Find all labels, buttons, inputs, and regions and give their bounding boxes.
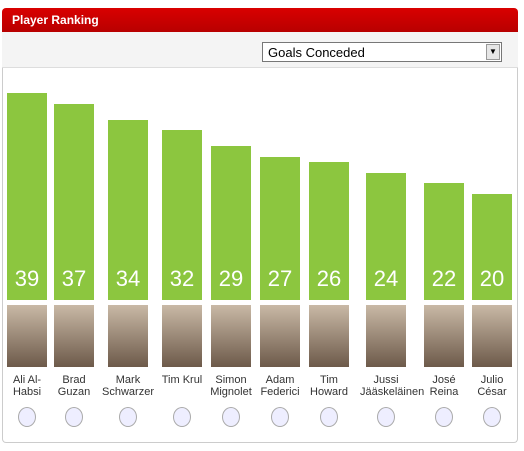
header-title: Player Ranking [2,8,518,32]
club-badge [222,407,240,427]
value-label: 26 [316,266,342,291]
player-name[interactable]: Brad Guzan [57,374,91,398]
club-badge [377,407,395,427]
club-badge [320,407,338,427]
metric-select[interactable]: Goals Conceded ▼ [262,42,502,62]
player-photo[interactable] [366,305,406,367]
value-label: 24 [373,266,399,291]
bar[interactable] [211,146,251,300]
player-name[interactable]: Mark Schwarzer [102,374,154,398]
player-name[interactable]: Adam Federici [260,374,300,398]
club-badge [271,407,289,427]
value-label: 27 [267,266,293,291]
bar[interactable] [162,130,202,300]
player-photo[interactable] [309,305,349,367]
player-name[interactable]: Tim Howard [310,374,348,398]
select-arrow[interactable]: ▼ [486,44,500,60]
metric-label: Goals Conceded [268,45,365,60]
bar[interactable] [309,162,349,300]
value-label: 39 [14,266,40,291]
player-photo[interactable] [7,305,47,367]
player-name[interactable]: Tim Krul [161,374,203,386]
player-name[interactable]: Ali Al-Habsi [12,374,42,398]
bar[interactable] [424,183,464,300]
player-photo[interactable] [108,305,148,367]
player-photo[interactable] [211,305,251,367]
club-badge [435,407,453,427]
club-badge [173,407,191,427]
club-badge [483,407,501,427]
value-label: 20 [479,266,505,291]
bar[interactable] [108,119,148,300]
player-photo[interactable] [424,305,464,367]
club-badge [119,407,137,427]
bar[interactable] [366,172,406,300]
club-badge [18,407,36,427]
player-name[interactable]: José Reina [429,374,459,398]
player-photo[interactable] [54,305,94,367]
club-badge [65,407,83,427]
value-label: 34 [115,266,141,291]
value-label: 37 [61,266,87,291]
player-name[interactable]: Julio César [477,374,507,398]
player-photo[interactable] [472,305,512,367]
player-photo[interactable] [162,305,202,367]
bar[interactable] [260,156,300,300]
player-photo[interactable] [260,305,300,367]
panel [2,32,518,443]
player-name[interactable]: Simon Mignolet [210,374,252,398]
value-label: 29 [218,266,244,291]
bar[interactable] [54,103,94,300]
bar[interactable] [472,194,512,300]
bar[interactable] [7,93,47,300]
value-label: 32 [169,266,195,291]
player-name[interactable]: Jussi Jääskeläinen [360,374,425,398]
value-label: 22 [431,266,457,291]
